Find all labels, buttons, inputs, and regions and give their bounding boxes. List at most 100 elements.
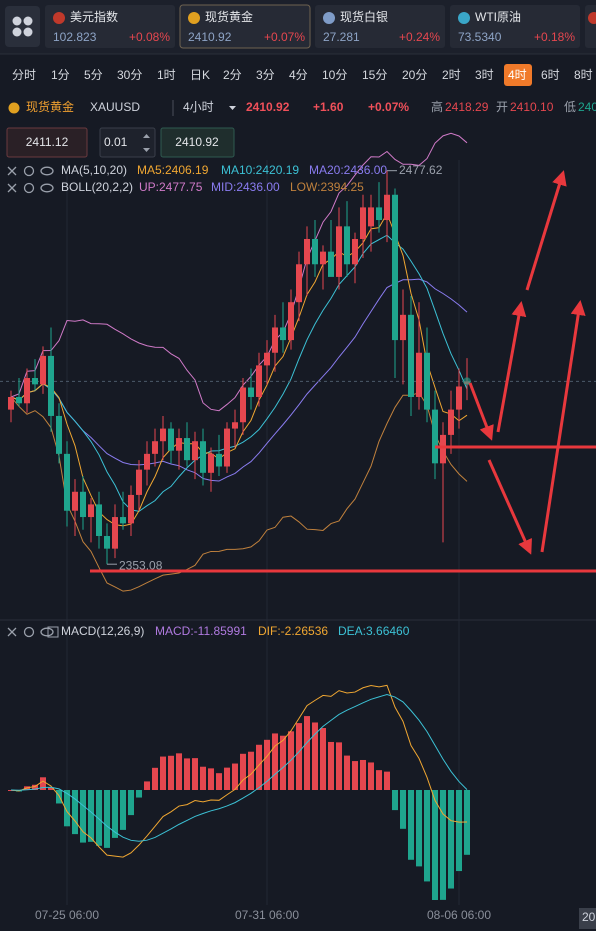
boll-low-line [10, 392, 468, 592]
ticker-price: 102.823 [53, 30, 97, 44]
macd-bar [328, 741, 334, 790]
ticker-card[interactable] [45, 5, 175, 48]
ticker-card-partial[interactable] [585, 5, 596, 48]
macd-bar [432, 790, 438, 900]
candle-body [432, 409, 438, 464]
timeframe[interactable]: 4分 [289, 68, 308, 82]
candle-body [344, 226, 350, 265]
candle-body [384, 194, 390, 221]
macd-bar [408, 790, 414, 860]
quote-interval[interactable]: 4小时 [183, 100, 214, 114]
visibility-icon[interactable] [40, 627, 54, 637]
ticker-price: 27.281 [323, 30, 360, 44]
quote-symbol: XAUUSD [90, 100, 140, 114]
macd-bar [128, 790, 134, 816]
candle-body [392, 194, 398, 341]
close-icon[interactable] [7, 183, 17, 193]
ticker-card[interactable] [179, 4, 311, 49]
timeframe[interactable]: 分时 [12, 68, 36, 82]
timeframe[interactable]: 6时 [541, 68, 560, 82]
candle-body [160, 428, 166, 442]
timeframe[interactable]: 30分 [117, 68, 142, 82]
macd-bar [232, 763, 238, 790]
settings-icon[interactable] [23, 626, 35, 638]
candle-body [200, 441, 206, 473]
settings-icon[interactable] [23, 182, 35, 194]
timeframe[interactable]: 2分 [223, 68, 242, 82]
ticker-card[interactable] [450, 5, 580, 48]
candle-body [48, 355, 54, 416]
macd-bar [384, 771, 390, 790]
timeframe[interactable]: 3时 [475, 68, 494, 82]
candle-body [104, 536, 110, 549]
candle-body [400, 314, 406, 341]
bid-price: 2411.12 [26, 135, 69, 149]
gold-icon [8, 102, 20, 114]
ticker-change: +0.24% [399, 30, 440, 44]
timeframe[interactable]: 8时 [574, 68, 593, 82]
macd-bar [152, 767, 158, 790]
ask-box[interactable] [160, 127, 235, 158]
macd-bar [96, 790, 102, 846]
timeframe[interactable]: 日K [190, 68, 210, 82]
timeframe[interactable]: 4时 [508, 68, 527, 82]
indicator-value: MA5:2406.19 [137, 163, 209, 177]
timeframe[interactable]: 5分 [84, 68, 103, 82]
ticker-name: 现货黄金 [205, 9, 253, 24]
ticker-name: WTI原油 [475, 10, 521, 24]
macd-bar [424, 790, 430, 882]
candle-body [328, 251, 334, 277]
qty-stepper[interactable] [143, 134, 150, 152]
macd-bar [136, 790, 142, 798]
menu-button[interactable] [5, 6, 40, 47]
candle-body [288, 302, 294, 341]
candle-body [16, 396, 22, 404]
candle-body [56, 415, 62, 454]
axis-corner-label: 20 [582, 910, 596, 924]
visibility-icon[interactable] [40, 183, 54, 193]
timeframe[interactable]: 3分 [256, 68, 275, 82]
indicator-label: BOLL(20,2,2) [61, 180, 133, 194]
indicator-value: MACD:-11.85991 [155, 624, 247, 638]
close-icon[interactable] [7, 627, 17, 637]
dea-line [10, 694, 468, 842]
macd-bar [352, 761, 358, 790]
timeframe[interactable]: 2时 [442, 68, 461, 82]
annotations [90, 170, 596, 573]
candle-body [424, 352, 430, 410]
candle-body [368, 207, 374, 227]
candle-body [32, 378, 38, 385]
settings-icon[interactable] [23, 165, 35, 177]
timeframe[interactable]: 1时 [157, 68, 176, 82]
macd-bar [456, 790, 462, 872]
macd-bar [440, 790, 446, 900]
indicator-value: DIF:-2.26536 [258, 624, 328, 638]
ma10-line [10, 234, 468, 512]
candle-body [184, 438, 190, 461]
quote-name: 现货黄金 [26, 99, 74, 114]
macd-bar [104, 790, 110, 848]
timeframe[interactable]: 10分 [322, 68, 347, 82]
qty-box[interactable] [99, 127, 156, 158]
timeframe[interactable]: 1分 [51, 68, 70, 82]
macd-bar [200, 766, 206, 790]
timeframe[interactable]: 20分 [402, 68, 427, 82]
ticker-price: 73.5340 [458, 30, 502, 44]
macd-bar [240, 753, 246, 790]
visibility-icon[interactable] [40, 166, 54, 176]
add-icon[interactable] [47, 626, 59, 638]
macd-bar [264, 739, 270, 790]
ask-price: 2410.92 [175, 135, 219, 149]
bid-box[interactable] [6, 127, 88, 158]
macd-bar [88, 790, 94, 842]
macd-bar [336, 742, 342, 790]
macd-bar [184, 758, 190, 790]
ticker-card[interactable] [315, 5, 445, 48]
macd-bar [344, 755, 350, 790]
timeframe[interactable]: 15分 [362, 68, 387, 82]
macd-bar [40, 777, 46, 790]
close-icon[interactable] [7, 166, 17, 176]
macd-bar [192, 758, 198, 790]
macd-bar [80, 790, 86, 843]
